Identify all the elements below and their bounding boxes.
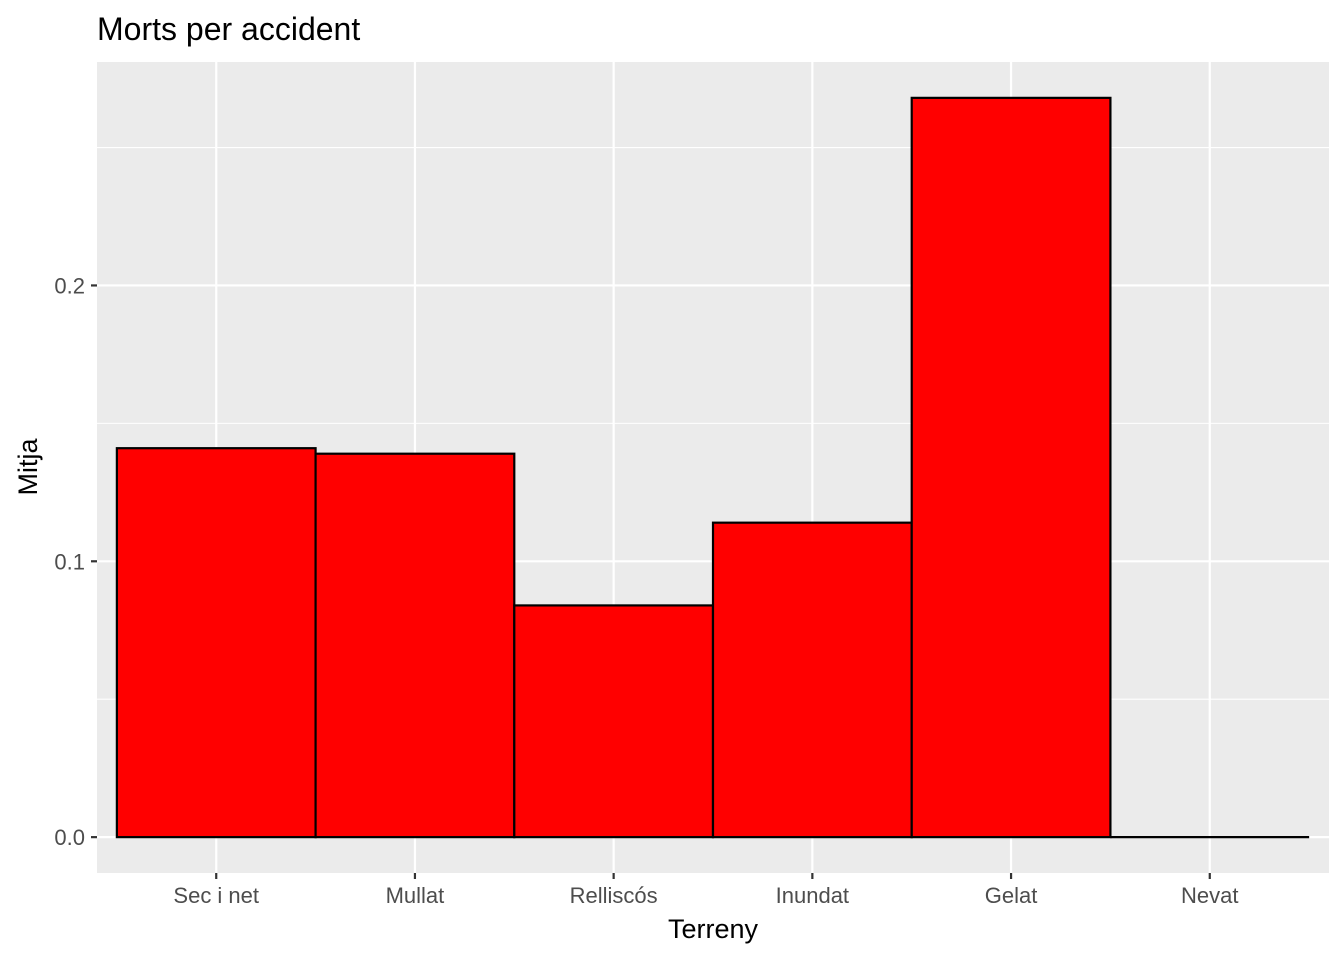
y-axis: 0.0 0.1 0.2	[54, 273, 97, 850]
y-tick-label: 0.2	[54, 273, 85, 298]
y-axis-title: Mitja	[13, 438, 43, 496]
y-tick-label: 0.1	[54, 549, 85, 574]
chart-title: Morts per accident	[97, 11, 360, 47]
x-tick-label: Nevat	[1181, 883, 1238, 908]
bar	[513, 604, 715, 839]
x-axis: Sec i net Mullat Relliscós Inundat Gelat Neva…	[173, 873, 1239, 908]
bar	[711, 521, 913, 839]
y-tick-label: 0.0	[54, 825, 85, 850]
x-tick-label: Sec i net	[173, 883, 259, 908]
x-tick-label: Gelat	[985, 883, 1038, 908]
bar	[115, 447, 317, 839]
x-tick-label: Inundat	[776, 883, 849, 908]
x-tick-label: Relliscós	[570, 883, 658, 908]
bar	[314, 452, 516, 839]
bar	[910, 96, 1112, 839]
bars	[115, 96, 1310, 839]
x-tick-label: Mullat	[386, 883, 445, 908]
x-axis-title: Terreny	[668, 914, 759, 944]
